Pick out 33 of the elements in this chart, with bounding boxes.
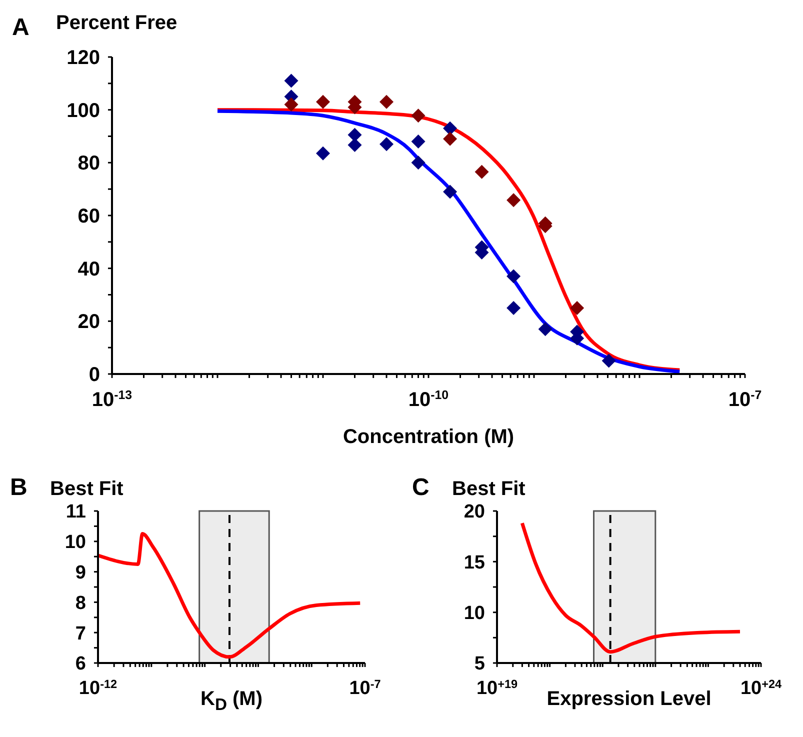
- y-tick-label: 15: [464, 552, 486, 574]
- y-tick-label: 60: [78, 206, 100, 228]
- y-tick-label: 8: [75, 592, 86, 614]
- y-tick-label: 5: [474, 654, 486, 675]
- y-tick-label: 20: [78, 311, 100, 334]
- y-tick-label: 7: [75, 623, 86, 644]
- y-tick-label: 120: [66, 47, 100, 69]
- y-tick-label: 40: [78, 258, 100, 280]
- y-tick-label: 20: [464, 502, 485, 523]
- y-tick-label: 100: [66, 100, 100, 122]
- y-axis-title: Best Fit: [452, 478, 526, 500]
- y-tick-label: 10: [64, 532, 86, 554]
- y-axis-title: Percent Free: [56, 12, 178, 34]
- y-tick-label: 10: [464, 602, 485, 624]
- x-axis-title: Concentration (M): [342, 426, 514, 448]
- x-axis-title: K$_{D}$ (M): [200, 688, 263, 714]
- x-tick-label: 10$^{-7}$: [728, 388, 762, 411]
- chart-title: C: [412, 474, 430, 501]
- y-tick-label: 9: [75, 562, 86, 584]
- x-tick-label: 10$^{-13}$: [92, 388, 132, 411]
- y-tick-label: 0: [88, 364, 100, 386]
- y-axis-title: Best Fit: [50, 478, 124, 500]
- x-tick-label: 10$^{-7}$: [349, 678, 382, 699]
- y-tick-label: 80: [78, 152, 100, 175]
- x-tick-label: 10$^{+19}$: [476, 678, 518, 699]
- x-axis-title: Expression Level: [546, 688, 712, 710]
- y-tick-label: 6: [75, 654, 86, 675]
- chart-title: B: [10, 474, 28, 501]
- y-tick-label: 11: [66, 502, 86, 523]
- x-tick-label: 10$^{-10}$: [408, 388, 449, 411]
- chart-title: A: [12, 14, 30, 41]
- x-tick-label: 10$^{+24}$: [740, 678, 782, 699]
- x-tick-label: 10$^{-12}$: [78, 678, 118, 699]
